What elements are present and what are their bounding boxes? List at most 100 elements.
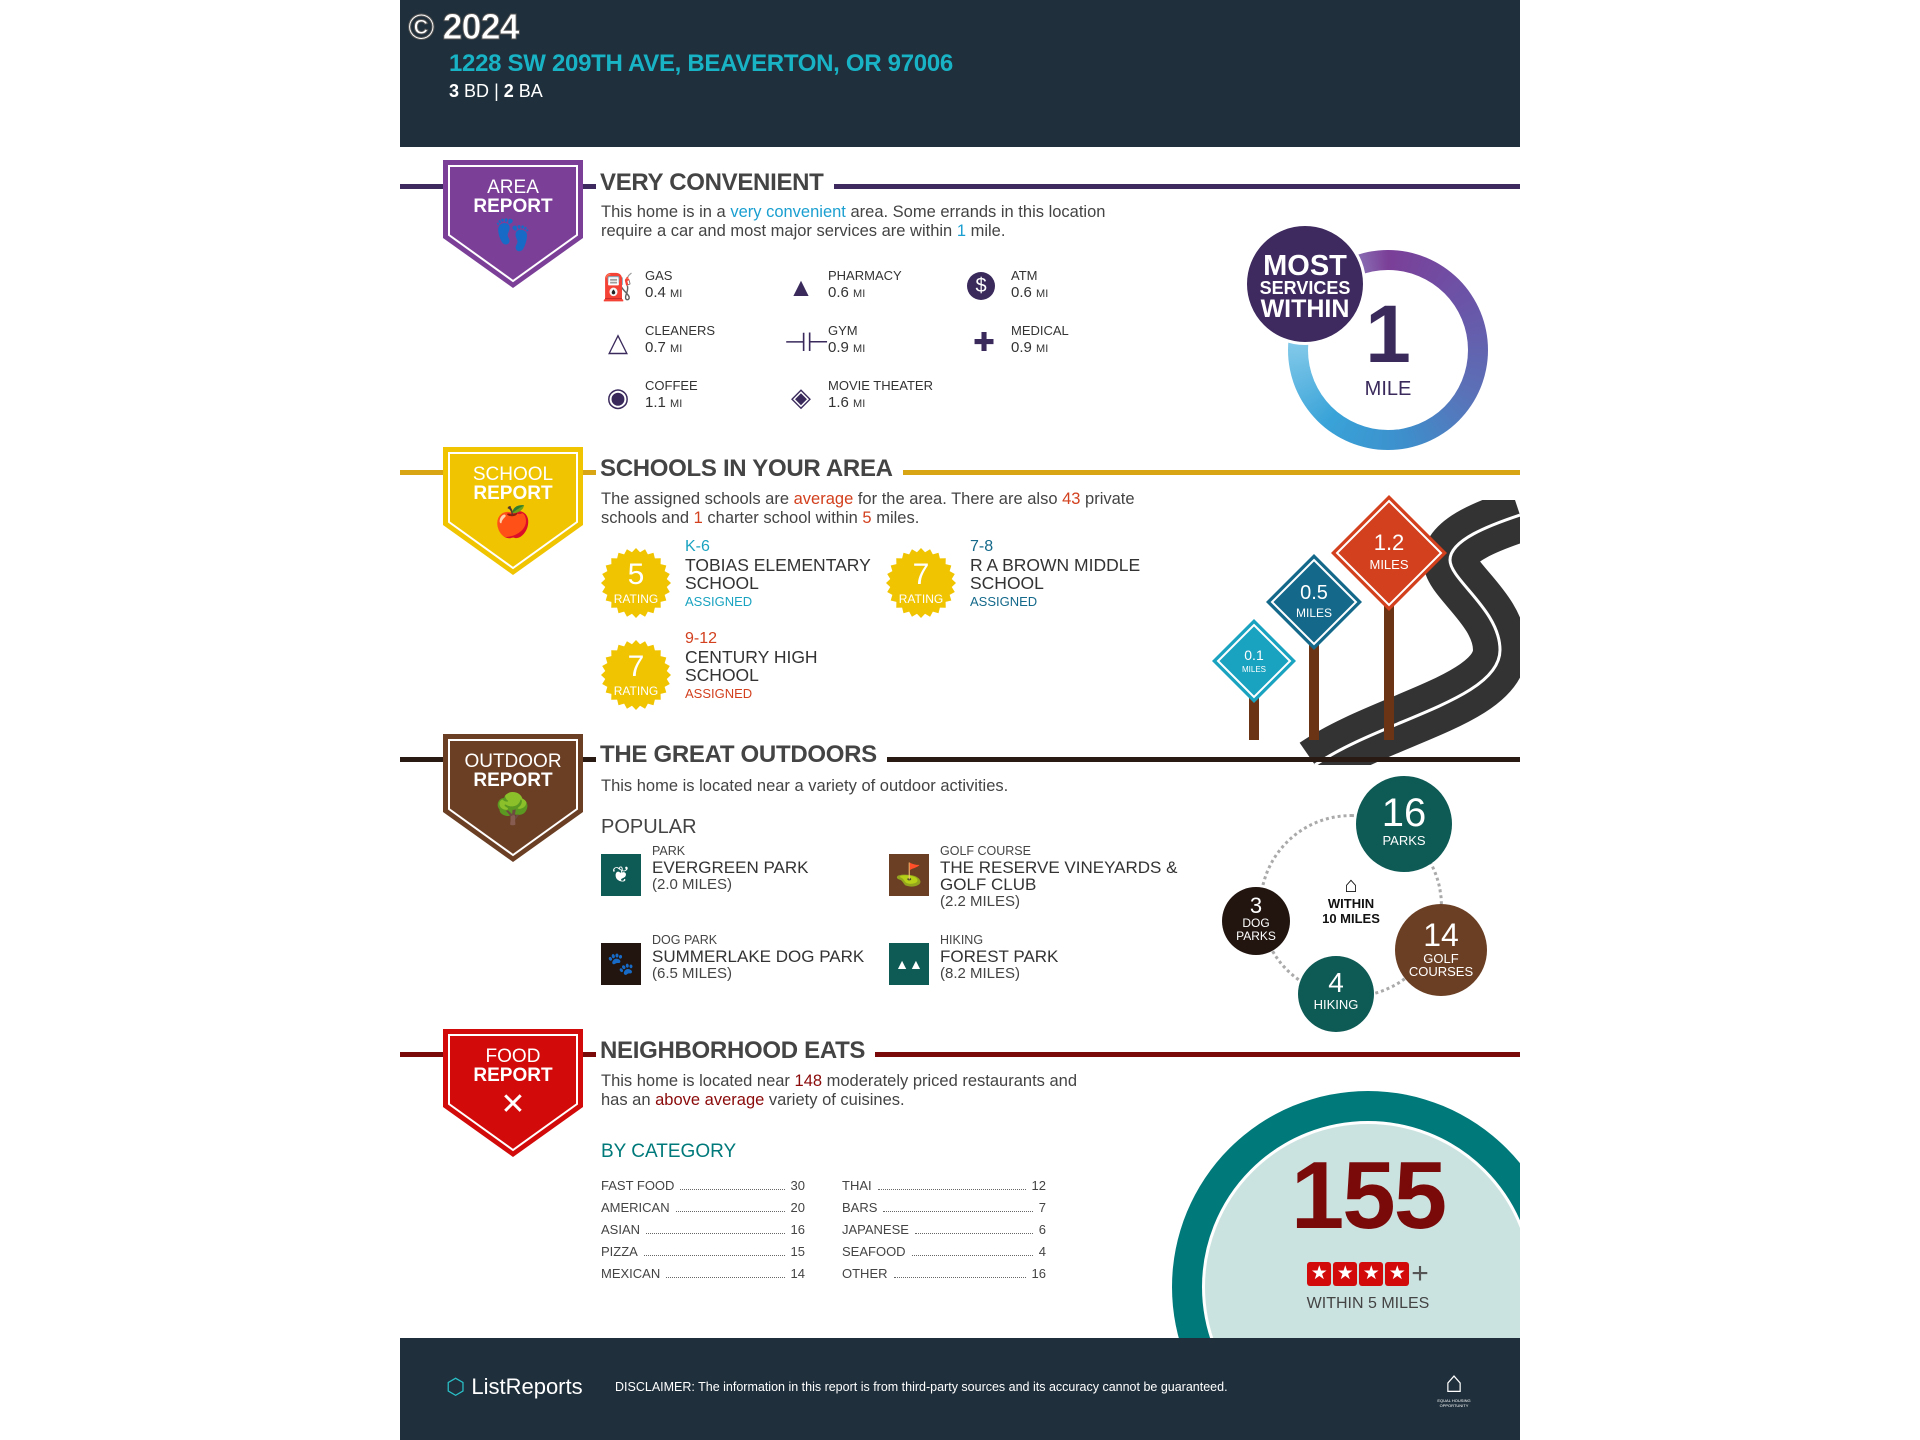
hiking-count: 4 HIKING (1298, 956, 1374, 1032)
service-distance: 0.9 MI (828, 339, 866, 356)
dog-parks-count: 3 DOG PARKS (1222, 887, 1290, 955)
by-category-heading: BY CATEGORY (601, 1141, 737, 1162)
listreports-logo: ⬡ ListReports (446, 1374, 583, 1399)
star-icon: ★ (1307, 1262, 1332, 1286)
property-address: 1228 SW 209TH AVE, BEAVERTON, OR 97006 (449, 50, 953, 77)
star-icon: ★ (1385, 1262, 1410, 1286)
service-distance: 0.6 MI (1011, 284, 1049, 301)
school-status: ASSIGNED (685, 594, 753, 609)
listreports-icon: ⬡ (446, 1374, 466, 1399)
sign-post (1384, 553, 1394, 740)
service-distance: 0.4 MI (645, 284, 683, 301)
place-type: DOG PARK (652, 933, 718, 947)
park-icon: ❦ (601, 854, 641, 896)
paw-icon: 🐾 (601, 943, 641, 985)
disclaimer: DISCLAIMER: The information in this repo… (615, 1380, 1228, 1394)
service-item: ⛽ GAS 0.4 MI (601, 268, 781, 308)
star-rating: ★ ★ ★ ★ + (1268, 1257, 1468, 1291)
distance-sign: 1.2 MILES (1331, 495, 1447, 611)
within-value: 1 (1365, 289, 1411, 380)
within-10-miles: ⌂ WITHIN 10 MILES (1301, 874, 1401, 927)
copyright: © 2024 (408, 6, 521, 48)
outdoor-rule (400, 757, 1520, 762)
school-grades: K-6 (685, 538, 710, 555)
service-name: COFFEE (645, 378, 698, 393)
outdoor-title: THE GREAT OUTDOORS (596, 741, 887, 769)
service-name: CLEANERS (645, 323, 716, 338)
within-5-miles: WITHIN 5 MILES (1306, 1295, 1430, 1312)
food-rule (400, 1052, 1520, 1057)
place-type: HIKING (940, 933, 984, 947)
food-description: This home is located near 148 moderately… (601, 1072, 1078, 1109)
albertsons-icon: ▲ (788, 272, 814, 302)
place-name: EVERGREEN PARK (2.0 MILES) (652, 858, 809, 893)
category-count: 4 (1038, 1244, 1046, 1259)
service-name: PHARMACY (828, 268, 902, 283)
sign-post (1309, 602, 1319, 740)
category-row: FAST FOOD 30 (601, 1178, 805, 1198)
service-item: ✚ MEDICAL 0.9 MI (967, 323, 1147, 363)
place-name: FOREST PARK (8.2 MILES) (940, 947, 1059, 982)
report-page: © 2024 1228 SW 209TH AVE, BEAVERTON, OR … (400, 0, 1520, 1440)
outdoor-description: This home is located near a variety of o… (601, 777, 1009, 795)
service-distance: 1.1 MI (645, 394, 683, 411)
medical-cross-icon: ✚ (973, 327, 995, 357)
service-name: GAS (645, 268, 673, 283)
area-title: VERY CONVENIENT (596, 169, 834, 197)
category-count: 12 (1031, 1178, 1046, 1193)
school-rule (400, 470, 1520, 475)
within-unit: MILE (1364, 378, 1412, 400)
school-report-badge: SCHOOL REPORT 🍎 (443, 447, 583, 575)
rating-seal: 5 RATING (601, 548, 671, 618)
road-illustration (1299, 500, 1520, 765)
school-item: 7 RATING 9-12 CENTURY HIGH SCHOOL ASSIGNED (601, 630, 881, 740)
outdoor-place: ❦ PARK EVERGREEN PARK (2.0 MILES) (601, 844, 877, 918)
place-name: SUMMERLAKE DOG PARK (6.5 MILES) (652, 947, 865, 982)
service-name: GYM (828, 323, 858, 338)
parks-count: 16 PARKS (1356, 776, 1452, 872)
category-count: 6 (1038, 1222, 1046, 1237)
food-report-badge: FOOD REPORT ✕ (443, 1029, 583, 1157)
category-count: 15 (790, 1244, 805, 1259)
tree-icon: 🌳 (494, 793, 532, 826)
place-type: GOLF COURSE (940, 844, 1031, 858)
category-name: PIZZA (601, 1244, 638, 1259)
school-item: 7 RATING 7-8 R A BROWN MIDDLE SCHOOL ASSIGNE… (886, 538, 1166, 648)
service-name: MOVIE THEATER (828, 378, 933, 393)
area-report-badge: AREA REPORT 👣 (443, 160, 583, 288)
school-description: The assigned schools are average for the… (601, 490, 1135, 527)
header: © 2024 1228 SW 209TH AVE, BEAVERTON, OR … (400, 0, 1520, 147)
category-count: 7 (1038, 1200, 1046, 1215)
service-distance: 0.7 MI (645, 339, 683, 356)
category-row: ASIAN 16 (601, 1222, 805, 1242)
category-count: 14 (790, 1266, 805, 1281)
school-grades: 9-12 (685, 630, 718, 647)
area-rule (400, 184, 1520, 189)
category-count: 16 (1031, 1266, 1046, 1281)
service-item: ◉ COFFEE 1.1 MI (601, 378, 781, 418)
category-row: MEXICAN 14 (601, 1266, 805, 1286)
outdoor-place: ⛳ GOLF COURSE THE RESERVE VINEYARDS & GOLF… (889, 844, 1200, 918)
school-title: SCHOOLS IN YOUR AREA (596, 455, 903, 483)
popular-heading: POPULAR (601, 816, 697, 838)
beds-baths: 3 BD | 2 BA (449, 81, 543, 101)
food-title: NEIGHBORHOOD EATS (596, 1037, 876, 1065)
outdoor-place: 🐾 DOG PARK SUMMERLAKE DOG PARK (6.5 MILES) (601, 933, 877, 1007)
area-description: This home is in a very convenient area. … (601, 203, 1106, 240)
service-name: ATM (1011, 268, 1038, 283)
category-name: OTHER (842, 1266, 888, 1281)
footprints-icon: 👣 (494, 219, 532, 252)
service-distance: 1.6 MI (828, 394, 866, 411)
category-name: MEXICAN (601, 1266, 661, 1281)
service-item: ◈ MOVIE THEATER 1.6 MI (784, 378, 964, 418)
category-row: PIZZA 15 (601, 1244, 805, 1264)
school-name: CENTURY HIGH SCHOOL (685, 647, 818, 685)
school-name: R A BROWN MIDDLE SCHOOL (970, 555, 1141, 593)
star-icon: ★ (1333, 1262, 1358, 1286)
category-row: OTHER 16 (842, 1266, 1046, 1286)
school-grades: 7-8 (970, 538, 994, 555)
service-name: MEDICAL (1011, 323, 1069, 338)
category-row: SEAFOOD 4 (842, 1244, 1046, 1264)
distance-sign: 0.1 MILES (1212, 619, 1296, 703)
service-distance: 0.9 MI (1011, 339, 1049, 356)
